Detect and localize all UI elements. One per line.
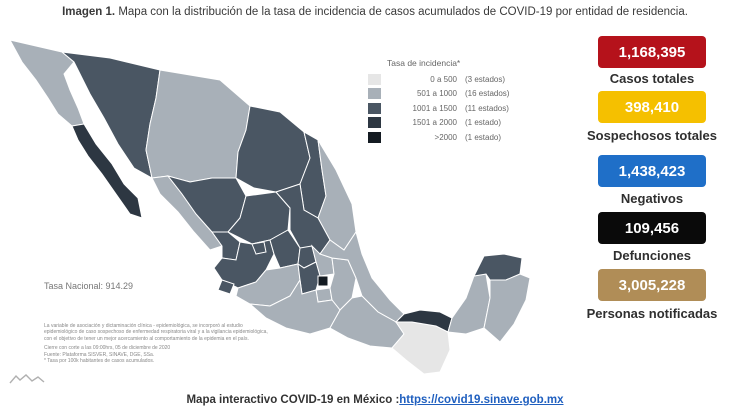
footer: Mapa interactivo COVID-19 en México :htt… (0, 394, 750, 406)
legend-range: 501 a 1000 (416, 89, 457, 99)
footnote-line: con el objetivo de tener un mejor acerca… (44, 335, 249, 342)
title-bold: Imagen 1. (62, 6, 116, 18)
stat-casos-totales-value: 1,168,395 (598, 36, 706, 68)
legend-count: (16 estados) (465, 89, 510, 99)
legend-item: 1501 a 2000 (1 estado) (368, 116, 538, 131)
legend-count: (1 estado) (465, 132, 502, 142)
footnotes: La variable de asociación y dictaminació… (44, 323, 354, 364)
stat-sospechosos-value: 398,410 (598, 91, 706, 123)
stat-personas-notificadas-label: Personas notificadas (586, 306, 718, 321)
state-campeche (447, 273, 491, 335)
logo-icon (9, 374, 45, 384)
legend-item: 501 a 1000 (16 estados) (368, 87, 538, 102)
mexico-map (0, 28, 560, 383)
legend-range: 1001 a 1500 (412, 103, 458, 113)
footer-text: Mapa interactivo COVID-19 en México : (186, 394, 400, 406)
tasa-nacional: Tasa Nacional: 914.29 (44, 281, 134, 291)
state-cdmx (317, 275, 329, 287)
legend-count: (11 estados) (465, 103, 509, 113)
legend-item: 0 a 500 (3 estados) (368, 72, 538, 87)
legend-swatch (368, 73, 381, 85)
legend-swatch (368, 88, 381, 100)
footnote-line: Cierre con corte a las 09:00hrs, 05 de d… (44, 345, 171, 352)
footer-link[interactable]: https://covid19.sinave.gob.mx (399, 394, 564, 406)
legend-swatch (368, 131, 381, 143)
stat-defunciones-value: 109,456 (598, 212, 706, 244)
state-colima (217, 279, 235, 295)
logo-mark (8, 372, 48, 390)
stat-negativos-value: 1,438,423 (598, 155, 706, 187)
legend: Tasa de incidencia* 0 a 500 (3 estados) … (368, 58, 538, 145)
stat-defunciones-label: Defunciones (612, 248, 691, 263)
legend-swatch (368, 117, 381, 129)
footnote-line: Fuente: Plataforma SISVER, SINAVE, DGE, … (44, 351, 155, 358)
stat-sospechosos-label: Sospechosos totales (586, 128, 718, 143)
footnote-line: * Tasa por 100k habitantes de casos acum… (44, 358, 155, 365)
footnote-line: La variable de asociación y dictaminació… (44, 323, 243, 329)
legend-range: 0 a 500 (430, 74, 457, 84)
state-guerrero (248, 278, 341, 335)
legend-range: 1501 a 2000 (412, 118, 458, 128)
legend-item: >2000 (1 estado) (368, 130, 538, 145)
state-chiapas (391, 321, 451, 375)
state-aguascalientes (251, 241, 267, 255)
title-text: Mapa con la distribución de la tasa de i… (118, 6, 688, 18)
legend-swatch (368, 102, 381, 114)
page-title: Imagen 1. Mapa con la distribución de la… (0, 6, 750, 18)
legend-count: (1 estado) (465, 118, 502, 128)
stat-negativos-label: Negativos (620, 191, 684, 206)
map-svg (9, 39, 531, 375)
legend-title: Tasa de incidencia* (387, 58, 461, 68)
stat-personas-notificadas-value: 3,005,228 (598, 269, 706, 301)
footnote-line: epidemiológico de caso sospechoso de enf… (44, 329, 268, 336)
state-baja-california-sur (71, 123, 143, 219)
state-quintana-roo (483, 273, 531, 343)
state-chihuahua (145, 69, 251, 183)
legend-item: 1001 a 1500 (11 estados) (368, 101, 538, 116)
legend-range: >2000 (434, 132, 457, 142)
stat-casos-totales-label: Casos totales (609, 71, 695, 86)
legend-count: (3 estados) (465, 74, 506, 84)
